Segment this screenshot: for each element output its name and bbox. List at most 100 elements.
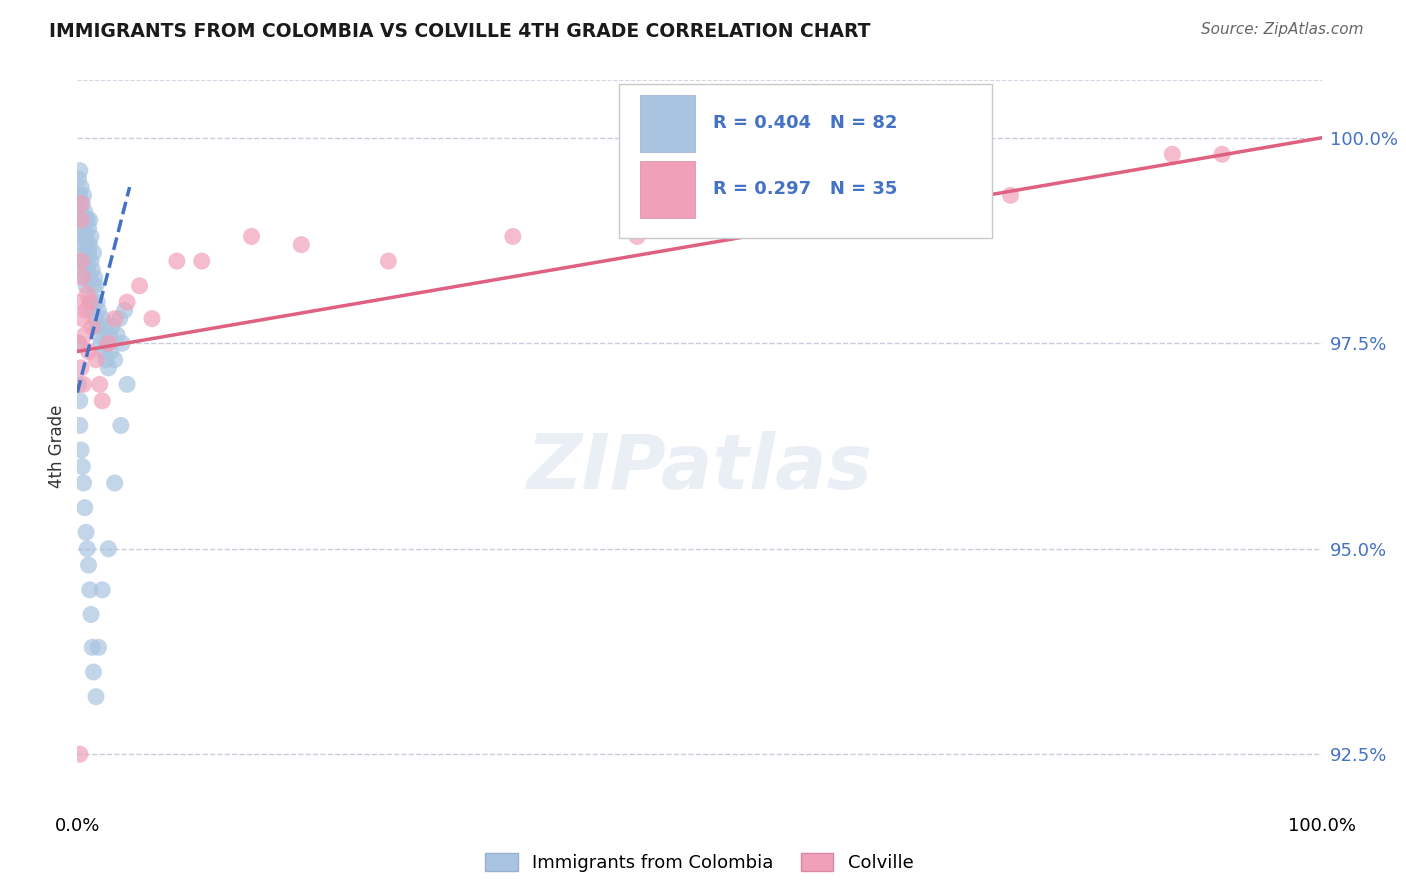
Point — [72, 377, 94, 392]
Point — [72, 213, 94, 227]
Point — [72, 262, 94, 277]
Point — [69, 213, 91, 227]
Point — [67, 377, 90, 392]
Point — [79, 213, 101, 227]
Point — [73, 500, 96, 515]
Legend: Immigrants from Colombia, Colville: Immigrants from Colombia, Colville — [478, 846, 921, 880]
Point — [83, 665, 105, 679]
Text: IMMIGRANTS FROM COLOMBIA VS COLVILLE 4TH GRADE CORRELATION CHART: IMMIGRANTS FROM COLOMBIA VS COLVILLE 4TH… — [49, 22, 870, 41]
Point — [80, 229, 103, 244]
FancyBboxPatch shape — [619, 84, 991, 237]
Point — [76, 237, 98, 252]
Point — [502, 229, 524, 244]
Point — [76, 262, 98, 277]
Point — [87, 640, 110, 655]
Point — [93, 344, 115, 359]
Point — [76, 213, 98, 227]
Point — [1211, 147, 1233, 161]
Point — [70, 221, 93, 235]
Point — [240, 229, 263, 244]
Point — [75, 229, 97, 244]
Point — [73, 254, 96, 268]
Point — [72, 245, 94, 260]
Text: Source: ZipAtlas.com: Source: ZipAtlas.com — [1201, 22, 1364, 37]
Point — [67, 336, 90, 351]
Point — [1161, 147, 1184, 161]
Point — [72, 475, 94, 490]
Point — [89, 328, 111, 343]
Point — [70, 196, 93, 211]
Point — [104, 475, 127, 490]
Point — [70, 443, 93, 458]
Point — [73, 270, 96, 285]
Point — [111, 336, 134, 351]
Point — [80, 607, 103, 622]
Point — [67, 229, 90, 244]
Point — [813, 172, 835, 186]
Point — [97, 360, 120, 375]
Point — [69, 393, 91, 408]
Point — [73, 328, 96, 343]
Text: R = 0.297   N = 35: R = 0.297 N = 35 — [713, 180, 897, 198]
Point — [377, 254, 399, 268]
Point — [191, 254, 214, 268]
Point — [73, 204, 96, 219]
Point — [70, 180, 93, 194]
Point — [104, 311, 127, 326]
Point — [94, 352, 117, 367]
Point — [79, 270, 101, 285]
Point — [93, 319, 115, 334]
Point — [72, 196, 94, 211]
Y-axis label: 4th Grade: 4th Grade — [48, 404, 66, 488]
Point — [82, 303, 104, 318]
Text: ZIPatlas: ZIPatlas — [526, 431, 873, 505]
Point — [69, 254, 91, 268]
Point — [77, 221, 100, 235]
Point — [67, 196, 90, 211]
Point — [104, 352, 127, 367]
Point — [98, 328, 121, 343]
Point — [83, 278, 105, 293]
Point — [76, 287, 98, 301]
Point — [115, 377, 138, 392]
Point — [80, 254, 103, 268]
Point — [69, 163, 91, 178]
Point — [79, 295, 101, 310]
Point — [69, 188, 91, 202]
Point — [97, 336, 120, 351]
Point — [141, 311, 163, 326]
Point — [75, 525, 97, 540]
Point — [290, 237, 312, 252]
Point — [86, 295, 108, 310]
Point — [83, 270, 105, 285]
Point — [86, 319, 108, 334]
Point — [69, 418, 91, 433]
Point — [110, 418, 132, 433]
Point — [76, 541, 98, 556]
Point — [87, 303, 110, 318]
Text: R = 0.404   N = 82: R = 0.404 N = 82 — [713, 114, 897, 132]
Point — [84, 278, 107, 293]
Point — [84, 690, 107, 704]
Point — [82, 640, 104, 655]
Point — [100, 344, 122, 359]
Point — [69, 295, 91, 310]
Point — [77, 245, 100, 260]
Point — [114, 303, 136, 318]
Point — [67, 336, 90, 351]
Point — [128, 278, 150, 293]
Point — [70, 254, 93, 268]
Point — [91, 311, 114, 326]
Point — [72, 270, 94, 285]
Point — [77, 558, 100, 573]
Point — [96, 336, 118, 351]
Point — [89, 377, 111, 392]
Point — [72, 311, 94, 326]
Point — [72, 188, 94, 202]
Point — [91, 582, 114, 597]
Point — [80, 295, 103, 310]
Point — [69, 747, 91, 762]
Point — [83, 295, 105, 310]
Point — [84, 352, 107, 367]
Point — [79, 582, 101, 597]
